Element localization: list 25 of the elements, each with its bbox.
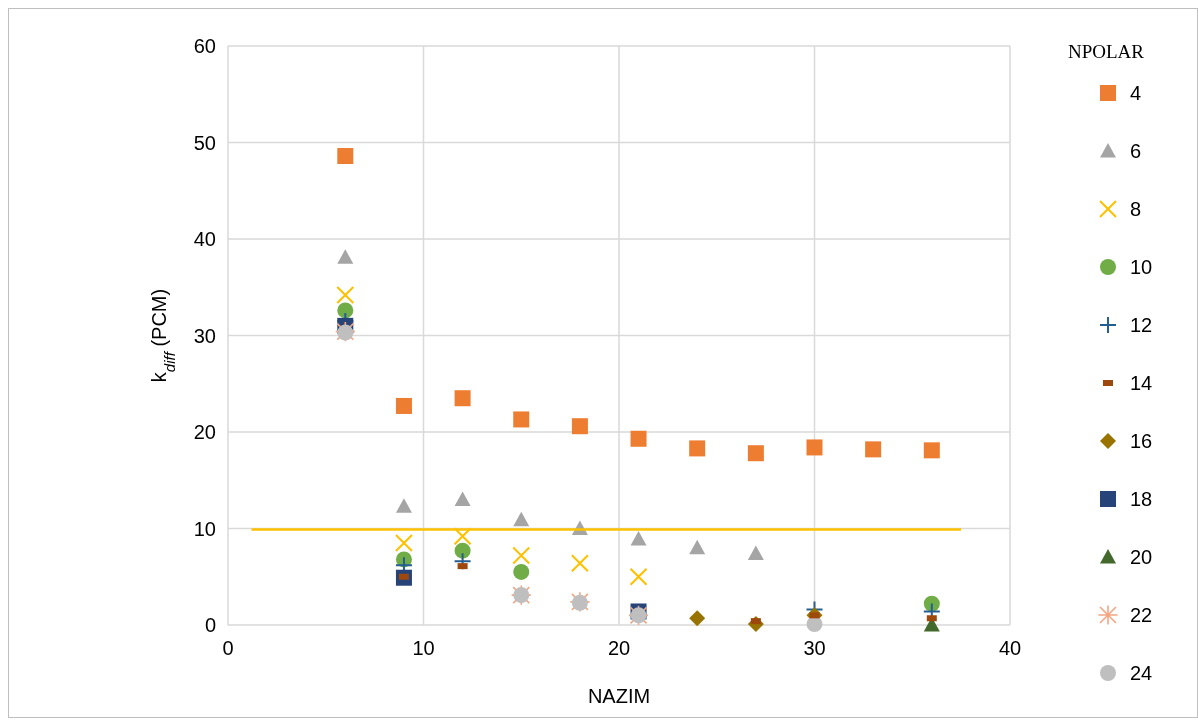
legend-label: 14 — [1130, 372, 1153, 394]
y-tick-label: 30 — [193, 324, 216, 347]
x-tick-label: 40 — [998, 637, 1022, 659]
y-tick-label: 10 — [193, 517, 216, 540]
legend-label: 8 — [1130, 198, 1142, 220]
x-tick-label: 0 — [222, 637, 234, 659]
x-tick-label: 30 — [803, 637, 826, 659]
y-tick-label: 0 — [204, 614, 216, 636]
legend-label: 20 — [1130, 546, 1153, 568]
x-axis-title: NAZIM — [587, 685, 651, 707]
y-tick-label: 40 — [193, 228, 216, 250]
legend-title: NPOLAR — [1068, 41, 1145, 62]
legend-label: 6 — [1130, 140, 1142, 162]
legend-label: 16 — [1130, 430, 1153, 452]
legend-label: 18 — [1130, 488, 1153, 510]
y-tick-label: 20 — [193, 421, 216, 443]
y-tick-label: 50 — [193, 131, 216, 154]
legend-label: 12 — [1130, 314, 1153, 336]
legend-label: 4 — [1130, 82, 1142, 104]
legend-label: 24 — [1130, 662, 1153, 684]
legend-label: 22 — [1130, 604, 1153, 626]
legend-label: 10 — [1130, 256, 1153, 278]
x-tick-label: 10 — [412, 637, 435, 659]
x-tick-label: 20 — [607, 637, 631, 659]
y-tick-label: 60 — [193, 35, 216, 57]
